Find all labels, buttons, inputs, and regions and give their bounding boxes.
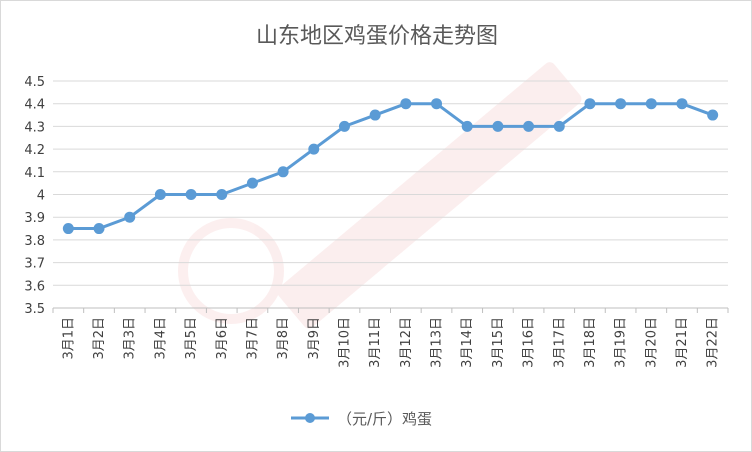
data-point — [154, 189, 166, 200]
y-tick-label: 3.9 — [24, 211, 45, 226]
data-point — [707, 109, 719, 121]
y-tick-label: 4.1 — [24, 166, 45, 181]
x-tick-label: 3月3日 — [123, 317, 138, 360]
data-point — [523, 120, 535, 132]
x-tick-label: 3月20日 — [644, 317, 659, 368]
watermark — [178, 62, 582, 329]
data-point — [400, 98, 412, 110]
x-tick-label: 3月1日 — [61, 317, 76, 360]
y-tick-label: 4.4 — [24, 98, 45, 113]
legend-label: （元/斤）鸡蛋 — [337, 410, 432, 428]
data-point — [277, 166, 289, 178]
series-line — [68, 102, 714, 231]
y-tick-label: 4 — [37, 189, 45, 204]
x-tick-label: 3月7日 — [245, 317, 260, 360]
data-point — [676, 98, 688, 110]
y-tick-label: 4.3 — [24, 120, 45, 135]
x-tick-label: 3月4日 — [153, 317, 168, 360]
y-tick-label: 4.5 — [24, 75, 45, 90]
data-point — [338, 120, 350, 132]
x-tick-label: 3月10日 — [337, 317, 352, 368]
data-point — [615, 98, 627, 110]
data-point — [185, 189, 197, 200]
series-layer — [62, 98, 719, 235]
data-point — [216, 189, 228, 200]
legend-marker-icon — [305, 413, 315, 423]
data-point — [584, 98, 596, 110]
x-tick-label: 3月9日 — [307, 317, 322, 360]
x-tick-label: 3月2日 — [92, 317, 107, 360]
data-point — [461, 120, 473, 132]
gridlines — [53, 80, 728, 309]
data-point — [553, 120, 565, 132]
y-tick-label: 3.7 — [24, 257, 45, 272]
x-tick-label: 3月13日 — [430, 317, 445, 368]
y-tick-label: 3.6 — [24, 279, 45, 294]
data-point — [492, 120, 504, 132]
legend: （元/斤）鸡蛋 — [291, 410, 432, 428]
data-point — [93, 223, 105, 235]
data-point — [62, 223, 74, 235]
x-axis: 3月1日 3月2日 3月3日 3月4日 3月5日 3月6日 3月7日 3月8日 3月9日 3月10… — [52, 307, 729, 368]
data-point — [645, 98, 657, 110]
x-tick-label: 3月17日 — [552, 317, 567, 368]
data-point — [246, 177, 258, 189]
x-tick-label: 3月18日 — [583, 317, 598, 368]
x-tick-label: 3月16日 — [522, 317, 537, 368]
data-point — [124, 211, 136, 223]
x-tick-label: 3月11日 — [368, 317, 383, 368]
x-tick-label: 3月22日 — [706, 317, 721, 368]
x-tick-label: 3月8日 — [276, 317, 291, 360]
data-point — [369, 109, 381, 121]
y-tick-label: 3.5 — [24, 302, 45, 317]
y-tick-label: 4.2 — [24, 143, 45, 158]
data-point — [431, 98, 443, 110]
x-tick-label: 3月14日 — [460, 317, 475, 368]
x-tick-label: 3月12日 — [399, 317, 414, 368]
y-axis: 3.5 3.6 3.7 3.8 3.9 4 4.1 4.2 4.3 4.4 4.5 — [24, 75, 45, 317]
x-tick-label: 3月5日 — [184, 317, 199, 360]
x-tick-label: 3月6日 — [215, 317, 230, 360]
x-tick-label: 3月15日 — [491, 317, 506, 368]
data-point — [308, 143, 320, 155]
x-tick-label: 3月19日 — [614, 317, 629, 368]
x-tick-label: 3月21日 — [675, 317, 690, 368]
y-tick-label: 3.8 — [24, 234, 45, 249]
chart-title: 山东地区鸡蛋价格走势图 — [256, 24, 498, 49]
